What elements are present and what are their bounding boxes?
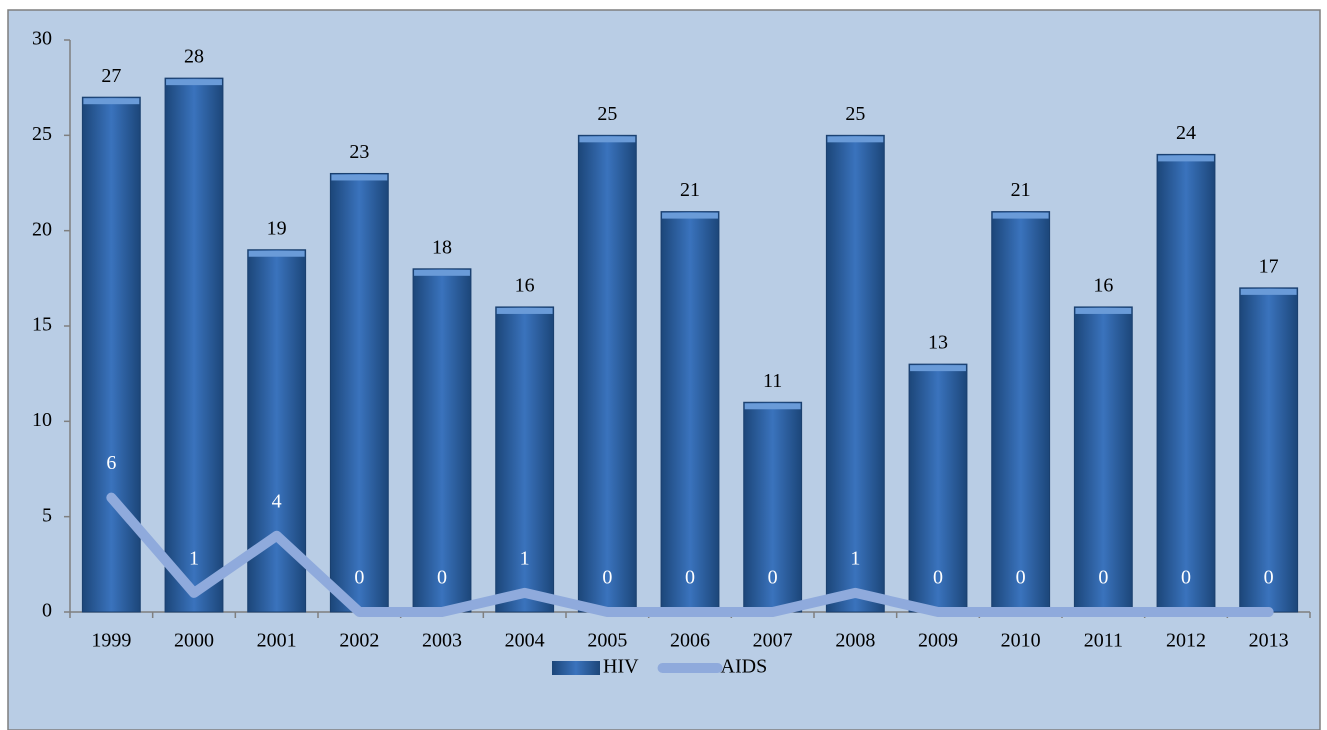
bar-value-label: 16 — [1093, 275, 1113, 297]
x-tick-label: 2000 — [174, 630, 214, 652]
line-value-label: 0 — [437, 567, 447, 589]
x-tick-label: 2002 — [339, 630, 379, 652]
y-tick-label: 10 — [32, 409, 52, 431]
bar-cap — [248, 250, 305, 257]
line-value-label: 0 — [602, 567, 612, 589]
bar-value-label: 23 — [349, 141, 369, 163]
bar — [825, 134, 885, 613]
line-value-label: 0 — [933, 567, 943, 589]
line-value-label: 0 — [1016, 567, 1026, 589]
line-value-label: 0 — [1098, 567, 1108, 589]
bar-value-label: 18 — [432, 236, 452, 258]
bar-cap — [1240, 288, 1297, 295]
x-tick-label: 2013 — [1249, 630, 1289, 652]
line-value-label: 0 — [1181, 567, 1191, 589]
bar-value-label: 16 — [515, 275, 535, 297]
bar — [412, 268, 472, 613]
bar-cap — [414, 269, 470, 276]
y-tick-label: 20 — [32, 218, 52, 240]
bar-value-label: 11 — [763, 370, 782, 392]
bar-cap — [662, 212, 718, 219]
line-value-label: 1 — [520, 548, 530, 570]
bar-cap — [166, 79, 222, 86]
bar — [1239, 287, 1299, 613]
bar-cap — [827, 136, 884, 143]
y-tick-label: 5 — [42, 504, 52, 526]
bar-cap — [744, 403, 801, 410]
x-tick-label: 2007 — [753, 630, 793, 652]
line-value-label: 0 — [685, 567, 695, 589]
bar — [1156, 153, 1216, 613]
bar — [660, 211, 720, 613]
bar — [81, 96, 141, 613]
bar-cap — [1075, 307, 1132, 314]
bar-value-label: 13 — [928, 332, 948, 354]
bar-cap — [1158, 155, 1214, 162]
legend-swatch — [552, 661, 600, 675]
bar — [495, 306, 555, 613]
y-tick-label: 30 — [32, 28, 52, 50]
bar-cap — [579, 136, 636, 143]
bar — [577, 134, 637, 613]
x-tick-label: 2010 — [1001, 630, 1041, 652]
line-value-label: 6 — [106, 452, 116, 474]
bar-value-label: 25 — [845, 103, 865, 125]
bar-value-label: 21 — [1011, 179, 1031, 201]
legend-label: AIDS — [721, 656, 768, 678]
line-value-label: 0 — [354, 567, 364, 589]
x-tick-label: 2006 — [670, 630, 710, 652]
bar-cap — [992, 212, 1049, 219]
x-tick-label: 2008 — [835, 630, 875, 652]
x-tick-label: 2009 — [918, 630, 958, 652]
bar-value-label: 28 — [184, 46, 204, 68]
legend-label: HIV — [603, 656, 639, 678]
line-value-label: 4 — [272, 490, 282, 512]
bar-cap — [331, 174, 388, 181]
x-tick-label: 2005 — [587, 630, 627, 652]
line-value-label: 0 — [768, 567, 778, 589]
bar — [743, 401, 803, 613]
x-tick-label: 2012 — [1166, 630, 1206, 652]
bar-value-label: 21 — [680, 179, 700, 201]
line — [106, 492, 1274, 617]
y-tick-label: 15 — [32, 314, 52, 336]
x-tick-label: 2001 — [257, 630, 297, 652]
bar — [991, 211, 1051, 613]
x-tick-label: 2004 — [505, 630, 545, 652]
line-value-label: 0 — [1264, 567, 1274, 589]
x-tick-label: 2011 — [1084, 630, 1123, 652]
x-tick-label: 2003 — [422, 630, 462, 652]
bar-cap — [910, 365, 966, 372]
bar-value-label: 25 — [597, 103, 617, 125]
bar-value-label: 17 — [1259, 255, 1279, 277]
bar — [329, 172, 389, 613]
bar — [164, 77, 224, 613]
y-tick-label: 25 — [32, 123, 52, 145]
line-value-label: 1 — [189, 548, 199, 570]
bar-cap — [496, 307, 553, 314]
bar-value-label: 19 — [267, 217, 287, 239]
line-value-label: 1 — [850, 548, 860, 570]
bar-cap — [83, 98, 140, 105]
bar — [908, 363, 968, 613]
bar-value-label: 27 — [101, 65, 121, 87]
bar-value-label: 24 — [1176, 122, 1196, 144]
y-tick-label: 0 — [42, 600, 52, 622]
x-tick-label: 1999 — [91, 630, 131, 652]
